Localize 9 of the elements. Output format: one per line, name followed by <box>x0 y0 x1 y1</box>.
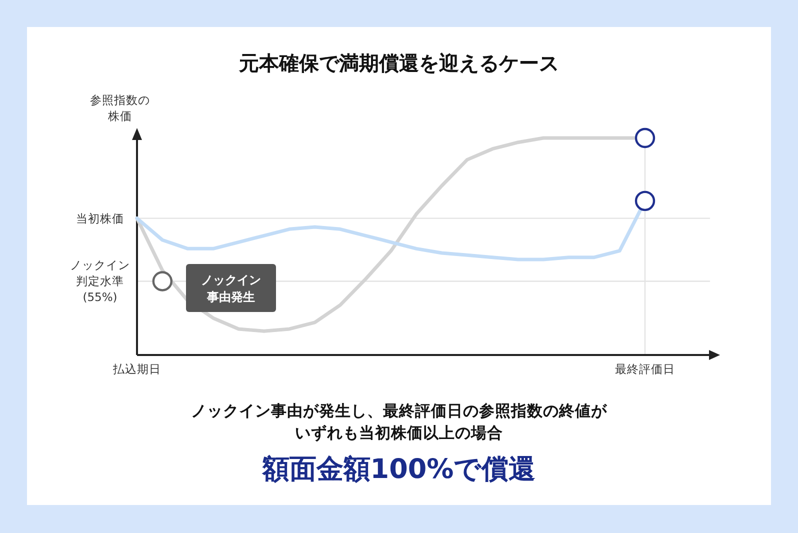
annotation: ノックイン事由発生 <box>201 273 261 304</box>
y-axis-title: 参照指数の株価 <box>90 93 150 123</box>
chart-title: 元本確保で満期償還を迎えるケース <box>238 51 559 75</box>
text: ノックイン事由が発生し、最終評価日の参照指数の終値がいずれも当初株価以上の場合 <box>191 402 608 442</box>
x-tick-label: 払込期日 <box>112 362 161 376</box>
ref-line-label: ノックイン判定水準(55%) <box>70 258 130 304</box>
x-tick-label: 最終評価日 <box>615 362 675 376</box>
text: 額面金額100%で償還 <box>261 454 536 485</box>
ref-line-label: 当初株価 <box>76 211 124 226</box>
